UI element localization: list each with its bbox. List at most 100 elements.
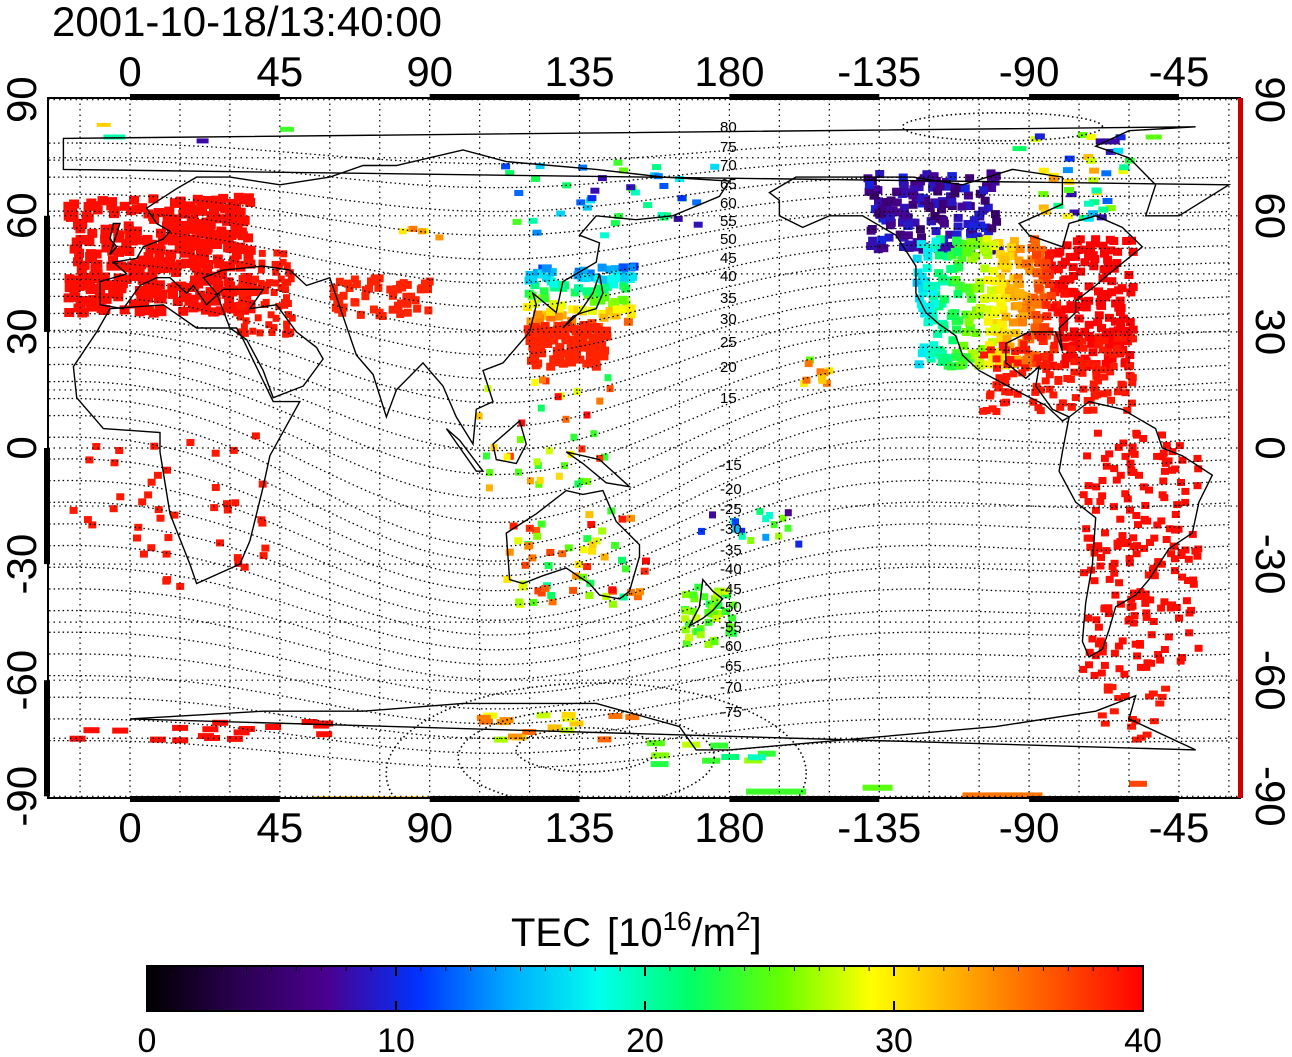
tec-cell xyxy=(549,355,559,364)
tec-cell xyxy=(1012,355,1021,364)
tec-cell xyxy=(1083,397,1092,404)
contour-label: 75 xyxy=(720,139,737,156)
tec-cell xyxy=(1032,269,1042,278)
tec-cell xyxy=(505,548,514,556)
tec-cell xyxy=(1034,133,1045,140)
tec-cell xyxy=(435,234,444,241)
tec-cell xyxy=(1059,316,1069,325)
tec-cell xyxy=(181,259,192,268)
tec-cell xyxy=(579,546,588,554)
tec-cell xyxy=(69,735,86,742)
tec-cell xyxy=(1066,349,1076,358)
tec-cell xyxy=(265,321,273,329)
tec-cell xyxy=(485,484,493,492)
tec-cell xyxy=(539,376,546,384)
tec-cell xyxy=(92,205,103,215)
tec-cell xyxy=(1078,337,1087,345)
tec-cell xyxy=(164,534,173,542)
tec-cell xyxy=(608,713,623,719)
tec-cell xyxy=(425,277,434,286)
tec-cell xyxy=(271,260,279,268)
tec-cell xyxy=(1095,138,1120,145)
tec-cell xyxy=(892,187,902,196)
tec-cell xyxy=(1114,695,1124,701)
tec-cell xyxy=(131,204,142,214)
tec-cell xyxy=(392,285,401,294)
tec-cell xyxy=(193,271,204,280)
tec-cell xyxy=(585,269,595,278)
tec-cell xyxy=(1039,323,1049,332)
tec-cell xyxy=(578,306,588,315)
tec-cell xyxy=(1103,353,1113,362)
tec-cell xyxy=(116,261,127,271)
tec-cell xyxy=(1090,255,1100,263)
tec-cell xyxy=(1078,369,1087,377)
tec-cell xyxy=(979,245,989,254)
tec-cell xyxy=(738,527,746,535)
tec-cell xyxy=(585,511,594,519)
tec-cell xyxy=(1128,283,1138,291)
tec-cell xyxy=(145,258,156,268)
tec-cell xyxy=(267,311,275,319)
tec-cell xyxy=(163,576,172,584)
tec-cell xyxy=(238,260,246,268)
tec-cell xyxy=(784,524,792,532)
tec-cell xyxy=(1079,245,1089,254)
tec-cell xyxy=(202,726,219,733)
tec-cell xyxy=(922,170,932,179)
tec-cell xyxy=(961,353,971,362)
tec-cell xyxy=(1142,613,1151,621)
tec-cell xyxy=(277,275,285,283)
tec-cell xyxy=(97,196,108,206)
tec-cell xyxy=(124,225,135,235)
tec-cell xyxy=(157,289,168,299)
tec-cell xyxy=(210,213,221,223)
tec-cell xyxy=(895,230,905,239)
coastline-layer xyxy=(62,126,1232,751)
tec-cell xyxy=(108,289,119,299)
tec-cell xyxy=(972,232,982,241)
tec-cell xyxy=(1135,640,1144,647)
colorbar-unit-open: [10 xyxy=(607,911,663,955)
tec-cell xyxy=(1150,534,1159,542)
tec-cell xyxy=(1105,235,1115,244)
tec-cell xyxy=(374,283,383,292)
tec-cell xyxy=(961,310,971,319)
tec-cell xyxy=(1054,363,1063,371)
tec-cell xyxy=(201,293,211,303)
tec-cell xyxy=(1049,391,1058,399)
tec-cell xyxy=(143,293,154,303)
tec-cell xyxy=(586,579,595,587)
tec-cell xyxy=(526,477,534,485)
tec-cell xyxy=(600,346,610,355)
tec-cell xyxy=(1148,690,1158,697)
tec-cell xyxy=(1158,491,1167,499)
tec-cell xyxy=(145,244,156,254)
tec-cell xyxy=(928,288,938,297)
tec-cell xyxy=(216,269,227,279)
tec-cell xyxy=(884,233,894,242)
tec-cell xyxy=(1101,293,1111,302)
tec-cell xyxy=(1141,599,1150,607)
tec-cell xyxy=(79,296,90,306)
tec-cell xyxy=(533,268,542,277)
tec-cell xyxy=(892,198,902,207)
tec-cell xyxy=(1154,558,1163,566)
tec-cell xyxy=(153,471,162,479)
tec-cell xyxy=(1142,663,1151,671)
colorbar-unit-exp: 16 xyxy=(663,906,692,936)
tec-cell xyxy=(529,300,539,308)
tec-cell xyxy=(106,261,117,271)
mlat-contour-solid xyxy=(385,682,807,798)
tec-cell xyxy=(1193,454,1202,462)
tec-cell xyxy=(1009,370,1018,378)
tec-cell xyxy=(507,733,522,740)
tec-cell xyxy=(1022,346,1031,354)
tec-cell xyxy=(191,259,201,269)
tec-cell xyxy=(272,268,280,276)
contour-label: -40 xyxy=(720,561,742,578)
tec-cell xyxy=(1119,439,1128,447)
colorbar-unit-exp2: 2 xyxy=(736,906,750,936)
tec-cell xyxy=(204,735,221,741)
tec-cell xyxy=(917,233,926,242)
